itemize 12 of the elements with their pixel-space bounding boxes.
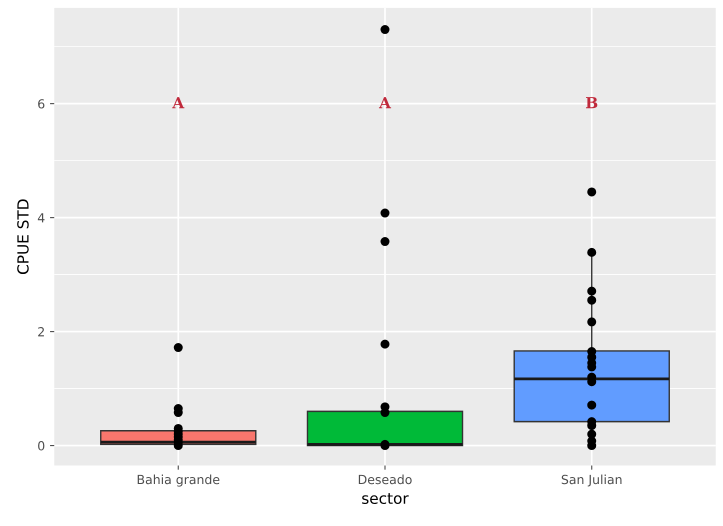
y-tick-label: 0 xyxy=(38,441,44,450)
x-tick-label: San Julian xyxy=(562,474,622,487)
x-tick-label: Bahia grande xyxy=(138,474,220,487)
x-tick-label: Deseado xyxy=(358,474,412,484)
y-tick-label: 2 xyxy=(38,327,44,336)
y-tick-label: 6 xyxy=(38,99,44,109)
annotation: A xyxy=(172,97,184,108)
annotation: B xyxy=(586,97,598,108)
y-axis-title: CPUE STD xyxy=(17,199,29,274)
annotation: A xyxy=(378,97,392,108)
y-tick-label: 4 xyxy=(38,213,44,222)
x-axis-title: sector xyxy=(362,493,409,504)
